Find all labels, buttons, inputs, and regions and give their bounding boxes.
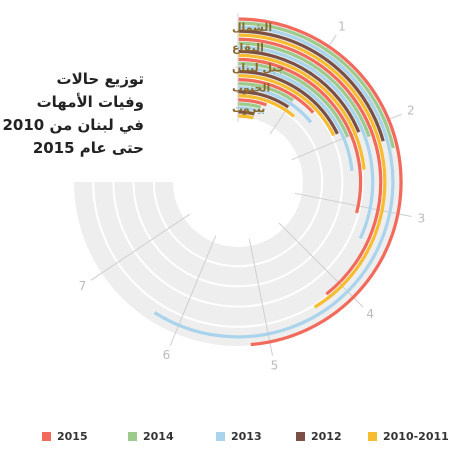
legend-swatch <box>368 431 377 441</box>
axis-tick-line <box>169 235 217 346</box>
region-label: جبل لبنان <box>232 62 285 75</box>
bar-2013-0 <box>153 25 395 339</box>
legend-swatch <box>128 431 137 441</box>
chart-title: توزيع حالات وفيات الأمهات في لبنان من 20… <box>2 68 144 160</box>
legend-swatch <box>42 431 51 441</box>
axis-tick-label: 3 <box>418 212 426 226</box>
region-label: الجنوب <box>232 82 270 95</box>
axis-tick-label: 4 <box>366 307 374 321</box>
axis-tick-line <box>294 192 412 218</box>
legend-label: 2014 <box>143 429 174 443</box>
bar-2014-2 <box>238 61 350 138</box>
bar-2013-3 <box>238 86 313 124</box>
bar-2015-4 <box>238 98 268 107</box>
bar-2013-1 <box>238 45 375 240</box>
region-label: البقاع <box>232 41 264 54</box>
bar-2012-1 <box>238 49 361 133</box>
axis-tick-line <box>248 238 274 356</box>
bar-2015-3 <box>238 78 315 114</box>
axis-tick-label: 1 <box>338 20 346 34</box>
bar-2014-0 <box>238 21 395 149</box>
bar-2013-2 <box>238 65 354 171</box>
bar-2010-2011-2 <box>238 73 336 137</box>
bar-2010-2011-1 <box>238 53 366 170</box>
chart-legend: 2015 2014 2013 2012 2010-2011 <box>0 426 465 446</box>
legend-swatch <box>216 431 225 441</box>
title-line-3: في لبنان من 2010 <box>2 116 144 134</box>
axis-tick-label: 2 <box>407 103 415 117</box>
title-line-4: حتى عام 2015 <box>32 139 144 157</box>
bar-2014-3 <box>238 82 294 102</box>
axis-tick-label: 7 <box>79 279 87 293</box>
legend-item: 2012 <box>296 426 342 446</box>
axis-tick-line <box>278 222 364 308</box>
legend-label: 2012 <box>311 429 342 443</box>
bar-2010-2011-4 <box>238 114 254 120</box>
bar-2013-4 <box>238 106 265 115</box>
region-label: بيروت <box>232 102 265 115</box>
legend-label: 2010-2011 <box>383 429 449 443</box>
title-line-1: توزيع حالات <box>56 70 144 88</box>
legend-label: 2015 <box>57 429 88 443</box>
legend-item: 2014 <box>128 426 174 446</box>
chart-bars <box>153 17 403 347</box>
bar-2012-4 <box>238 110 255 116</box>
legend-swatch <box>296 431 305 441</box>
region-label: الشمال <box>232 21 272 34</box>
bar-2014-4 <box>238 102 262 109</box>
legend-item: 2015 <box>42 426 88 446</box>
chart-labels: الشمال البقاع جبل لبنان الجنوب بيروت <box>232 21 285 115</box>
bar-2012-3 <box>238 90 290 109</box>
legend-label: 2013 <box>231 429 262 443</box>
axis-tick-label: 5 <box>271 358 279 372</box>
bar-2015-2 <box>238 57 363 214</box>
title-line-2: وفيات الأمهات <box>36 93 144 111</box>
bar-2010-2011-0 <box>238 33 387 309</box>
bar-2012-0 <box>238 29 385 142</box>
axis-tick-label: 6 <box>163 348 171 362</box>
bar-2012-2 <box>238 69 339 135</box>
bar-2015-1 <box>238 37 383 296</box>
bar-2014-1 <box>238 41 371 138</box>
bar-2010-2011-3 <box>238 94 296 118</box>
axis-tick-line <box>90 213 191 281</box>
legend-item: 2010-2011 <box>368 426 449 446</box>
bar-2015-0 <box>238 17 403 347</box>
legend-item: 2013 <box>216 426 262 446</box>
